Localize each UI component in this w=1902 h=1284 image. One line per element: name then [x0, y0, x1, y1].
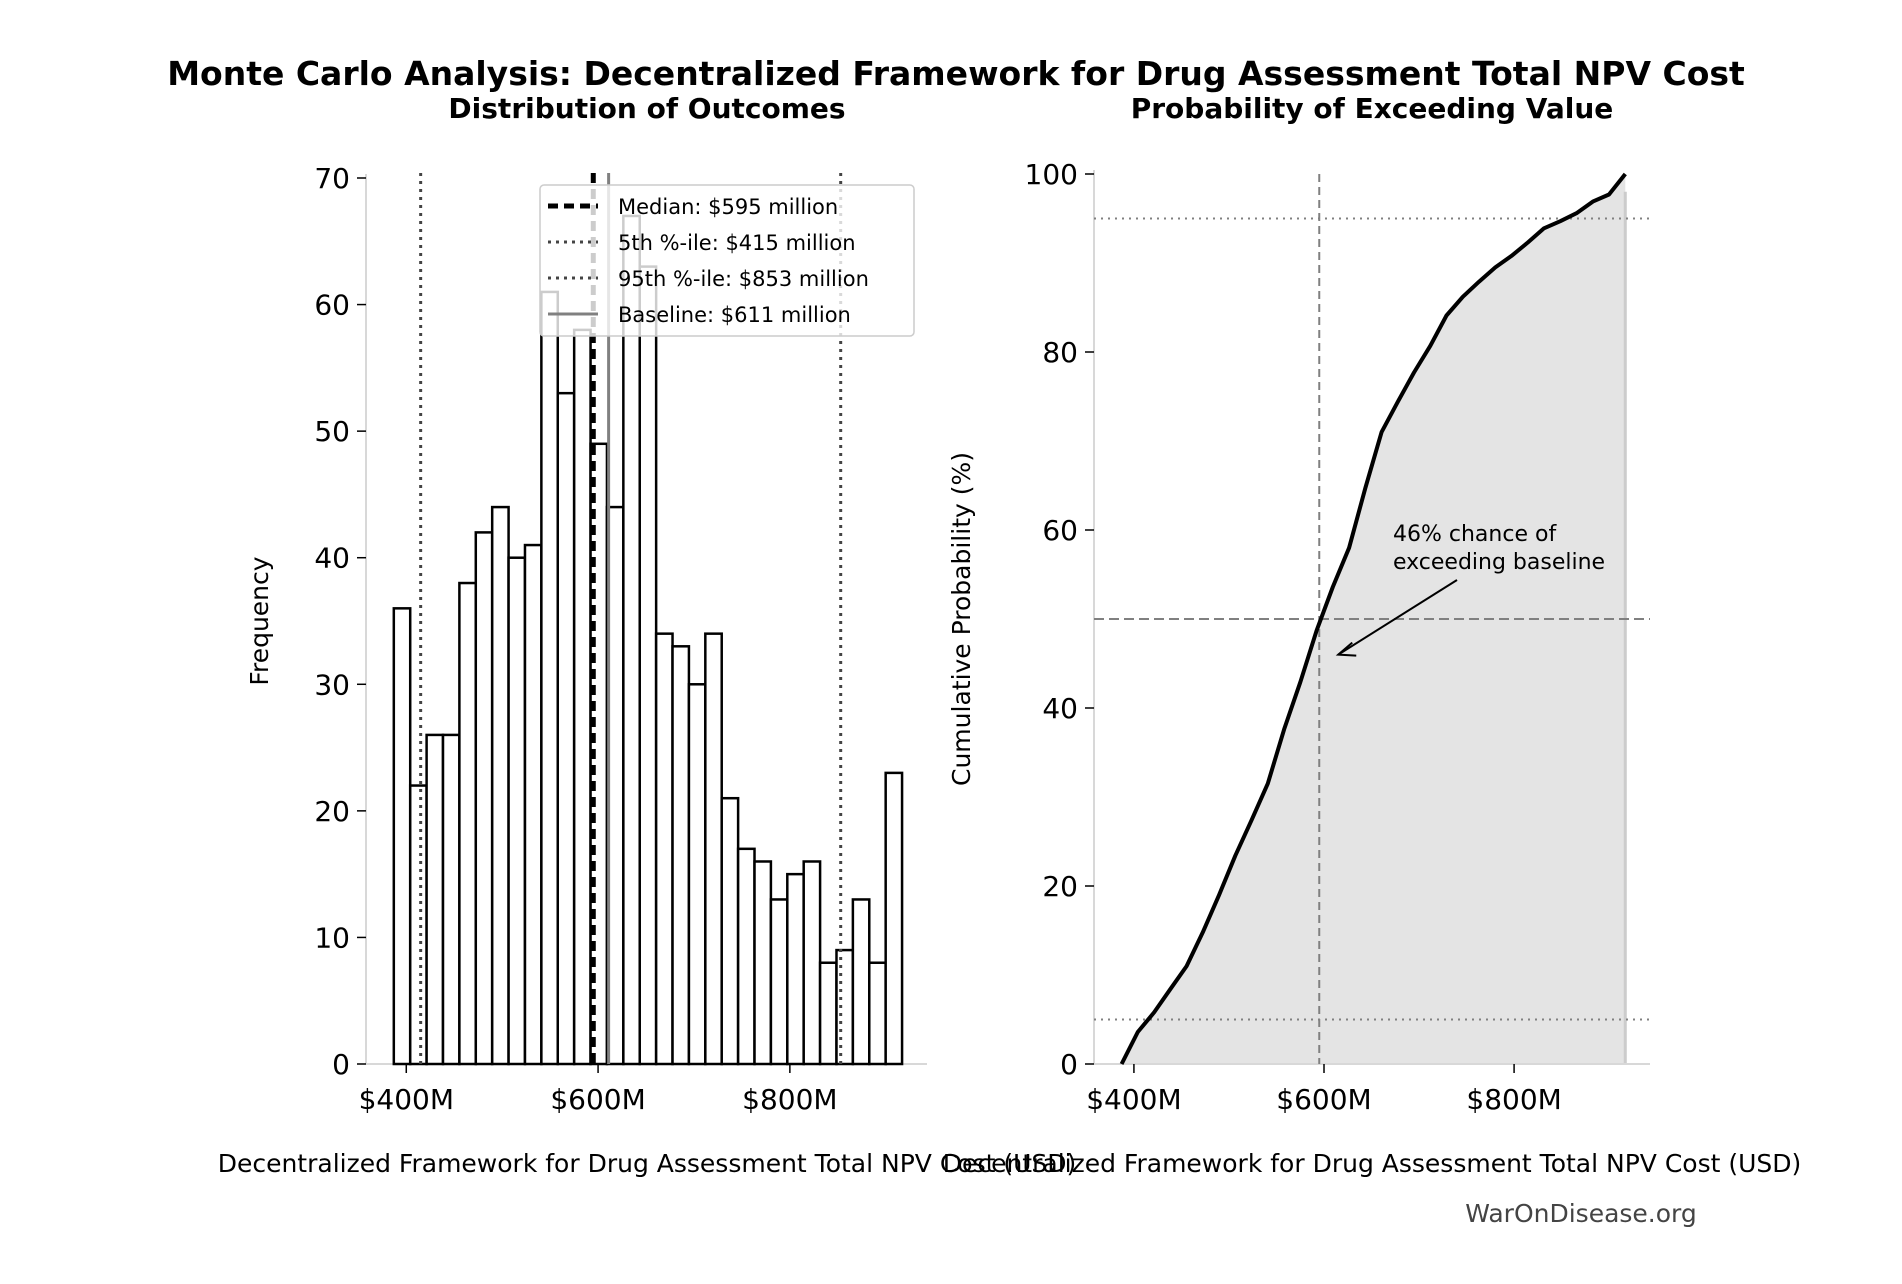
legend-label: 5th %-ile: $415 million [618, 231, 856, 255]
histogram-bar [851, 898, 871, 1066]
y-tick-label: 10 [314, 921, 350, 954]
annotation-text-line1: 46% chance of [1393, 522, 1557, 547]
histogram-bar [786, 872, 805, 1066]
histogram-bar [687, 683, 707, 1066]
histogram-bar [769, 898, 789, 1066]
histogram-bar [818, 961, 838, 1066]
annotation-arrowhead [1335, 641, 1357, 657]
histogram-bar [736, 847, 756, 1066]
histogram-bar [458, 581, 478, 1066]
histogram-bar [572, 328, 592, 1066]
histogram-bar [835, 948, 855, 1066]
y-tick-label: 20 [1042, 870, 1078, 903]
y-tick-label: 50 [314, 415, 350, 448]
left-chart-title: Distribution of Outcomes [448, 92, 845, 125]
cdf-plot: 0 20 40 60 80 100 $400M $600M $800M 46% chance of… [1025, 158, 1650, 1116]
x-tick-label: $800M [742, 1083, 837, 1116]
histogram-bar [392, 607, 412, 1066]
histogram-bar [654, 632, 674, 1066]
left-x-axis-label: Decentralized Framework for Drug Assessm… [218, 1149, 1077, 1178]
annotation-text-line2: exceeding baseline [1393, 550, 1605, 575]
histogram-bar [540, 290, 560, 1066]
cdf-line [1119, 172, 1627, 1065]
histogram-bar [523, 543, 543, 1066]
y-tick-label: 100 [1025, 158, 1078, 191]
right-x-axis-label: Decentralized Framework for Drug Assessm… [943, 1149, 1802, 1178]
x-tick-label: $400M [359, 1083, 454, 1116]
legend-box [539, 184, 915, 337]
histogram-bar [490, 505, 510, 1066]
histogram-bar [720, 796, 740, 1066]
figure-title: Monte Carlo Analysis: Decentralized Fram… [167, 54, 1745, 93]
histogram-bar [868, 961, 887, 1066]
right-chart-title: Probability of Exceeding Value [1131, 92, 1614, 125]
y-tick-label: 40 [314, 542, 350, 575]
watermark: WarOnDisease.org [1465, 1199, 1697, 1228]
histogram-bar [884, 771, 904, 1066]
histogram-bar [441, 733, 461, 1066]
legend: Median: $595 million 5th %-ile: $415 mill… [539, 184, 915, 337]
x-tick-label: $800M [1466, 1083, 1561, 1116]
y-tick-label: 80 [1042, 336, 1078, 369]
histogram-bar [638, 265, 658, 1066]
x-tick-label: $600M [1276, 1083, 1371, 1116]
histogram-bar [425, 733, 445, 1066]
histogram-bar [704, 632, 723, 1066]
annotation-arrow [1337, 579, 1458, 656]
y-tick-label: 0 [332, 1048, 350, 1081]
y-tick-label: 70 [314, 162, 350, 195]
legend-label: 95th %-ile: $853 million [618, 267, 869, 291]
y-tick-label: 60 [314, 289, 350, 322]
histogram-bar [802, 860, 822, 1066]
histogram-plot: 0 10 20 30 40 50 60 70 $400M $600M $800M Median: $5… [314, 162, 927, 1116]
y-tick-label: 40 [1042, 692, 1078, 725]
legend-label: Median: $595 million [618, 195, 838, 219]
right-y-axis-label: Cumulative Probability (%) [947, 452, 976, 786]
histogram-bar [474, 531, 494, 1066]
histogram-bar [408, 784, 428, 1066]
legend-label: Baseline: $611 million [618, 303, 851, 327]
y-tick-label: 30 [314, 668, 350, 701]
x-tick-label: $600M [550, 1083, 645, 1116]
x-tick-label: $400M [1086, 1083, 1181, 1116]
histogram-bar [671, 645, 691, 1066]
histogram-bar [556, 391, 576, 1066]
histogram-bar [507, 556, 527, 1066]
y-tick-label: 60 [1042, 514, 1078, 547]
left-y-axis-label: Frequency [245, 556, 274, 685]
y-tick-label: 0 [1060, 1048, 1078, 1081]
y-tick-label: 20 [314, 795, 350, 828]
histogram-bar [753, 860, 773, 1066]
histogram-bar [622, 214, 641, 1066]
